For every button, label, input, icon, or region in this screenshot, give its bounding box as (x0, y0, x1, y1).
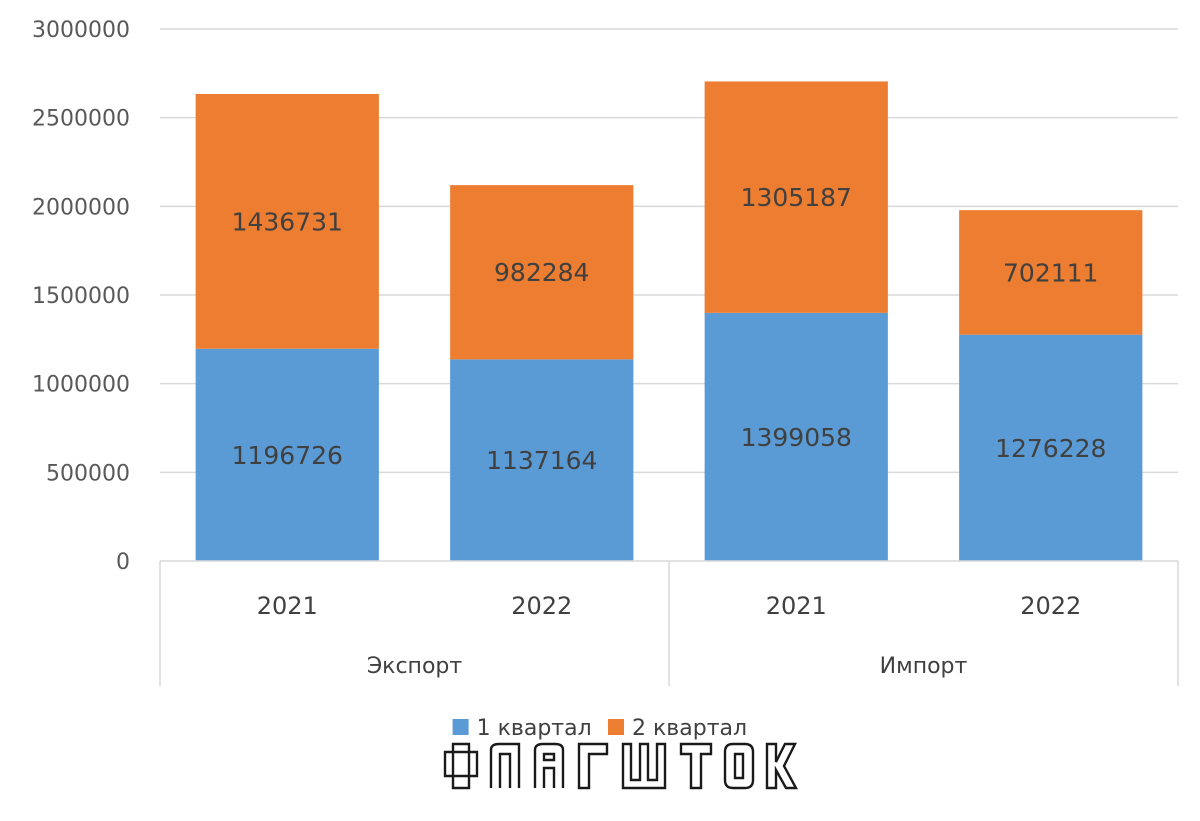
x-tick-label: 2021 (257, 592, 318, 620)
data-label: 1305187 (741, 183, 852, 212)
x-tick-label: 2021 (766, 592, 827, 620)
x-axis: 2021 2022 2021 2022 Экспорт Импорт (159, 560, 1179, 686)
legend-swatch (608, 719, 624, 735)
bar-segment (450, 185, 634, 360)
logo-letter-a (533, 742, 565, 788)
legend-swatch (452, 719, 469, 735)
logo-letter-ka (765, 742, 799, 790)
x-tick-label: 2022 (1020, 592, 1081, 620)
bar-segment (959, 210, 1143, 335)
y-tick-label: 1000000 (32, 373, 130, 398)
data-label: 1399058 (741, 423, 852, 452)
legend: 1 квартал 2 квартал (452, 716, 747, 741)
y-tick-label: 2000000 (32, 195, 130, 220)
flagshtok-logo (443, 742, 799, 790)
bar-segment (959, 334, 1143, 561)
data-label: 1196726 (232, 441, 343, 470)
legend-label: 2 квартал (632, 716, 747, 741)
data-label: 1137164 (486, 446, 597, 475)
data-labels: 1196726 1436731 1137164 982284 1399058 130518… (232, 183, 1107, 475)
bars (195, 81, 1143, 561)
bar-segment (195, 348, 379, 561)
data-label: 1276228 (995, 434, 1106, 463)
bar-segment (450, 359, 634, 561)
y-tick-label: 0 (116, 550, 130, 575)
bar-segment (704, 81, 888, 313)
data-label: 982284 (494, 258, 589, 287)
logo-letter-sha (621, 742, 667, 790)
y-tick-label: 1500000 (32, 284, 130, 309)
bar-segment (704, 312, 888, 561)
logo-letter-el (489, 742, 521, 788)
y-tick-label: 500000 (46, 461, 130, 486)
logo-letter-o (723, 742, 755, 790)
data-label: 702111 (1003, 258, 1098, 287)
y-tick-label: 2500000 (32, 107, 130, 132)
logo-letter-te (679, 742, 713, 790)
logo-letter-ef (443, 742, 479, 790)
x-group-label: Импорт (880, 654, 968, 679)
x-tick-label: 2022 (511, 592, 572, 620)
x-group-label: Экспорт (367, 654, 463, 679)
data-label: 1436731 (232, 207, 343, 236)
y-tick-label: 3000000 (32, 18, 130, 43)
legend-label: 1 квартал (477, 716, 592, 741)
y-axis-tick-labels: 0 500000 1000000 1500000 2000000 2500000 30000… (32, 18, 130, 575)
logo-letter-ge (577, 742, 609, 790)
bar-segment (195, 94, 379, 349)
